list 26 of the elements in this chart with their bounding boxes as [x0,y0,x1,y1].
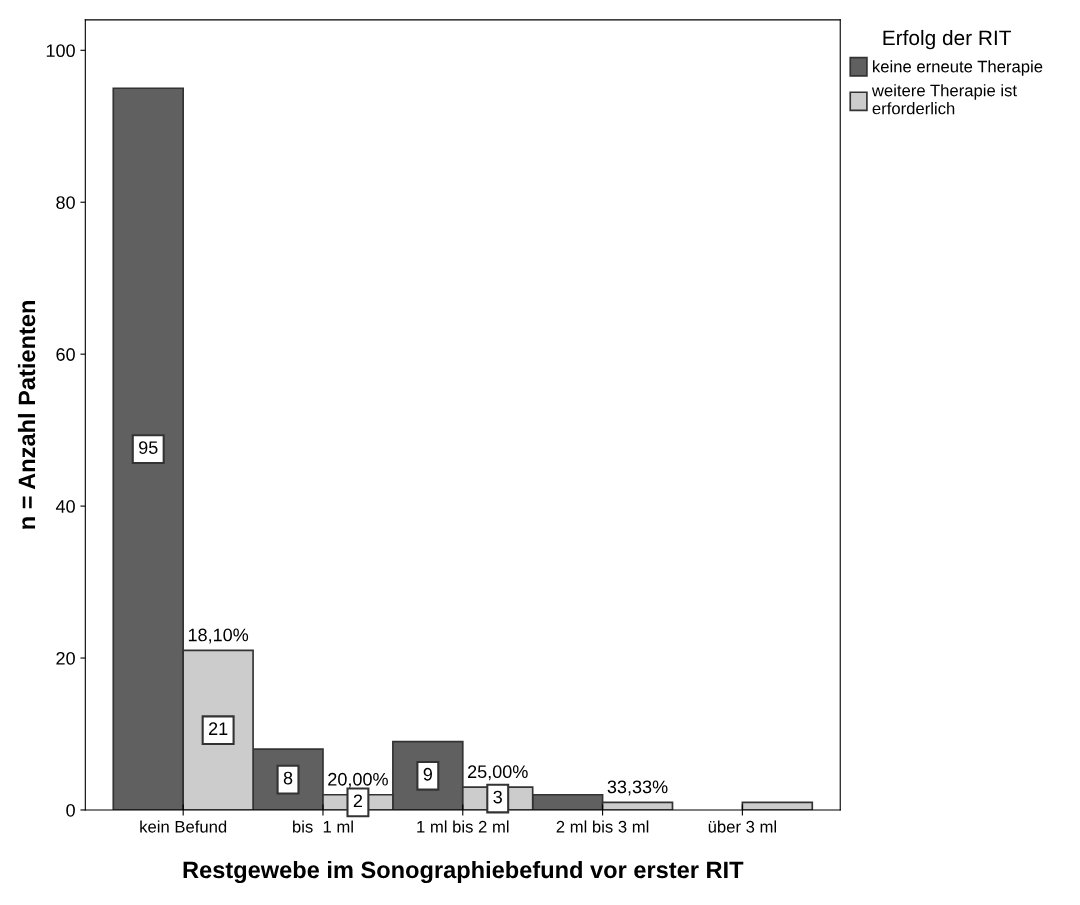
y-tick-label: 0 [66,803,75,817]
y-axis-title: n = Anzahl Patienten [17,301,36,529]
x-tick-label: 2 ml bis 3 ml [556,820,649,833]
data-label: 95 [139,441,158,454]
annotation: 33,33% [607,780,668,796]
annotation: 18,10% [188,628,249,644]
y-tick-label: 100 [46,44,75,58]
x-axis-title: Restgewebe im Sonographiebefund vor erster RIT [183,860,744,884]
y-tick-label: 40 [55,500,75,513]
y-tick-label: 80 [56,196,75,209]
data-label: 2 [353,794,363,808]
data-label: 9 [423,767,432,781]
x-tick-label: kein Befund [140,820,227,833]
annotation: 20,00% [328,772,388,788]
data-label: 21 [209,722,228,735]
annotation: 25,00% [468,765,528,781]
data-label: 3 [493,790,502,804]
x-tick-label: 1 ml bis 2 ml [417,820,509,833]
x-tick-label: bis 1 ml [293,820,353,833]
legend-title: Erfolg der RIT [883,29,1011,50]
legend-label: keine erneute Therapie [873,60,1043,76]
legend-label: weitere Therapie ist erforderlich [871,84,1017,115]
x-tick-label: über 3 ml [708,820,777,833]
data-label: 8 [283,771,293,785]
y-tick-label: 20 [56,651,75,665]
y-tick-label: 60 [56,348,75,361]
